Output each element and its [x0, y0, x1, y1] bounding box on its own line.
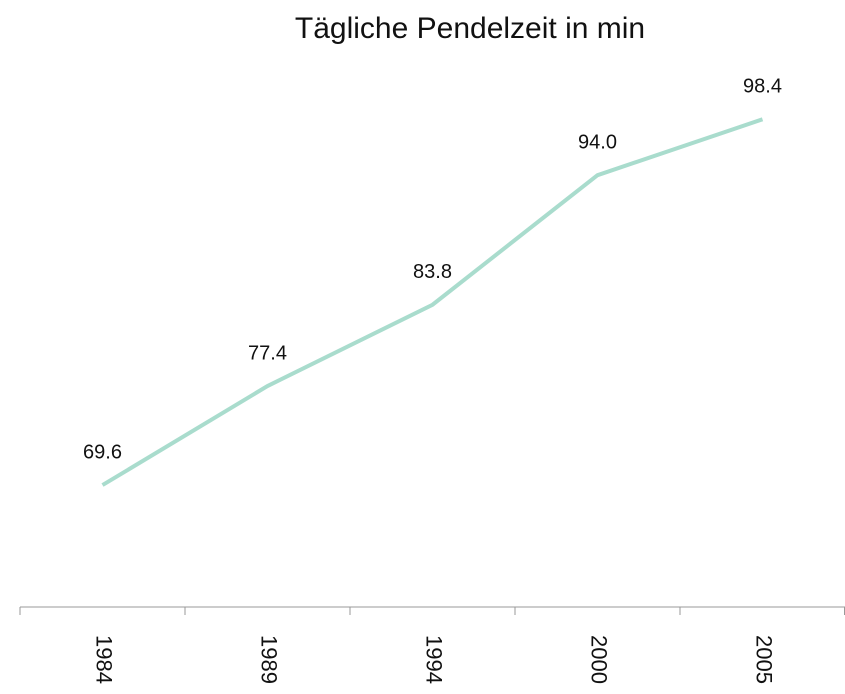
x-tick-label: 1984: [92, 635, 117, 684]
data-label: 83.8: [413, 261, 452, 283]
line: [101, 117, 764, 487]
data-label: 77.4: [248, 342, 287, 364]
data-label: 94.0: [578, 131, 617, 153]
x-tick-label: 1994: [422, 635, 447, 684]
x-tick-label: 2000: [587, 635, 612, 684]
chart-title: Tägliche Pendelzeit in min: [295, 12, 645, 45]
x-tick-label: 1989: [257, 635, 282, 684]
data-label: 98.4: [743, 76, 782, 98]
x-tick-label: 2005: [752, 635, 777, 684]
data-label: 69.6: [83, 441, 122, 463]
